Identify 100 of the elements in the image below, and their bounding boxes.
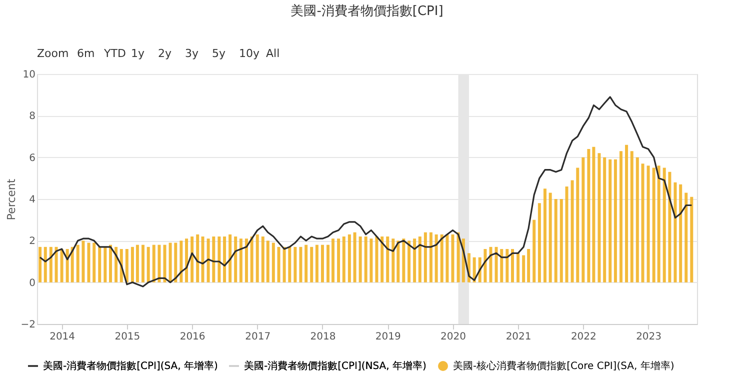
bar xyxy=(418,236,422,282)
bar xyxy=(554,199,558,282)
bar xyxy=(82,240,85,282)
text: 6m xyxy=(77,47,95,60)
bar xyxy=(619,151,622,282)
bar xyxy=(104,246,107,282)
bar xyxy=(277,246,280,282)
bar xyxy=(684,192,688,282)
bar xyxy=(560,199,563,282)
bar xyxy=(310,246,314,282)
x-tick-label: 2019 xyxy=(375,332,401,342)
bar xyxy=(212,236,216,282)
bar xyxy=(565,186,568,282)
bar xyxy=(256,234,259,282)
y-tick-label: 0 xyxy=(29,278,36,289)
bar xyxy=(522,255,526,282)
bar xyxy=(506,249,509,282)
text: All xyxy=(266,47,280,60)
bar xyxy=(674,182,677,282)
bar xyxy=(662,168,666,282)
bar xyxy=(228,234,232,282)
bar xyxy=(168,242,172,282)
bar xyxy=(38,246,42,282)
bar xyxy=(489,246,492,282)
x-tick-label: 2017 xyxy=(245,332,271,342)
bar xyxy=(690,196,694,282)
text: 2y xyxy=(158,47,172,60)
bar xyxy=(429,232,432,282)
bar xyxy=(288,246,292,282)
bar xyxy=(511,249,514,282)
bar xyxy=(326,244,330,282)
bar xyxy=(364,236,368,282)
bar xyxy=(332,238,335,282)
bar xyxy=(603,157,606,282)
bar xyxy=(538,203,541,282)
legend-label: 美國-核心消費者物價指數[Core CPI](SA, 年增率) xyxy=(453,360,674,372)
bar xyxy=(299,246,302,282)
bar xyxy=(304,244,308,282)
text: 3y xyxy=(185,47,199,60)
bar xyxy=(456,232,460,282)
bar xyxy=(434,234,438,282)
bar xyxy=(163,244,166,282)
bar xyxy=(337,238,340,282)
bar xyxy=(136,244,139,282)
bar xyxy=(250,236,254,282)
text: 10y xyxy=(239,47,260,60)
text: YTD xyxy=(103,47,126,60)
text: 1y xyxy=(131,47,145,60)
bar xyxy=(641,164,644,282)
y-tick-label: 10 xyxy=(22,70,36,80)
x-tick-label: 2015 xyxy=(114,332,140,342)
text: Zoom xyxy=(37,47,69,60)
bar xyxy=(152,244,156,282)
bar xyxy=(266,240,270,282)
bar xyxy=(396,240,400,282)
bar xyxy=(386,236,390,282)
bar xyxy=(180,240,183,282)
bar xyxy=(244,238,248,282)
y-tick-label: 4 xyxy=(29,194,36,206)
bar xyxy=(408,240,411,282)
bar xyxy=(234,236,238,282)
bar xyxy=(582,157,585,282)
bar xyxy=(375,236,378,282)
bar xyxy=(548,192,552,282)
bar xyxy=(44,246,47,282)
bar xyxy=(587,149,590,282)
bar xyxy=(625,144,628,282)
bar xyxy=(141,244,144,282)
bar xyxy=(500,249,504,282)
bar xyxy=(446,234,449,282)
bar xyxy=(98,246,102,282)
bar xyxy=(76,244,80,282)
x-tick-label: 2018 xyxy=(310,332,336,342)
bar xyxy=(592,146,596,282)
bar xyxy=(370,238,373,282)
bar xyxy=(342,236,346,282)
bar xyxy=(532,220,536,282)
x-tick-label: 2014 xyxy=(50,332,76,342)
y-tick-label: 6 xyxy=(29,152,36,164)
bar xyxy=(114,246,118,282)
bar xyxy=(440,234,444,282)
bar xyxy=(320,244,324,282)
bar xyxy=(353,232,356,282)
bar xyxy=(516,253,520,282)
bar xyxy=(87,242,90,282)
bar xyxy=(315,244,318,282)
y-tick-label: 8 xyxy=(29,111,36,122)
bar xyxy=(679,184,682,282)
bar xyxy=(294,246,297,282)
bar xyxy=(272,242,275,282)
bar xyxy=(109,244,112,282)
chart-title: 美國-消費者物價指數[CPI] xyxy=(290,3,444,19)
y-axis-title: Percent xyxy=(4,178,18,220)
bar xyxy=(494,246,498,282)
bar xyxy=(570,180,574,282)
bar xyxy=(146,246,150,282)
bar xyxy=(451,234,454,282)
bar xyxy=(380,236,384,282)
x-tick-label: 2016 xyxy=(180,332,206,342)
bar xyxy=(60,249,64,282)
